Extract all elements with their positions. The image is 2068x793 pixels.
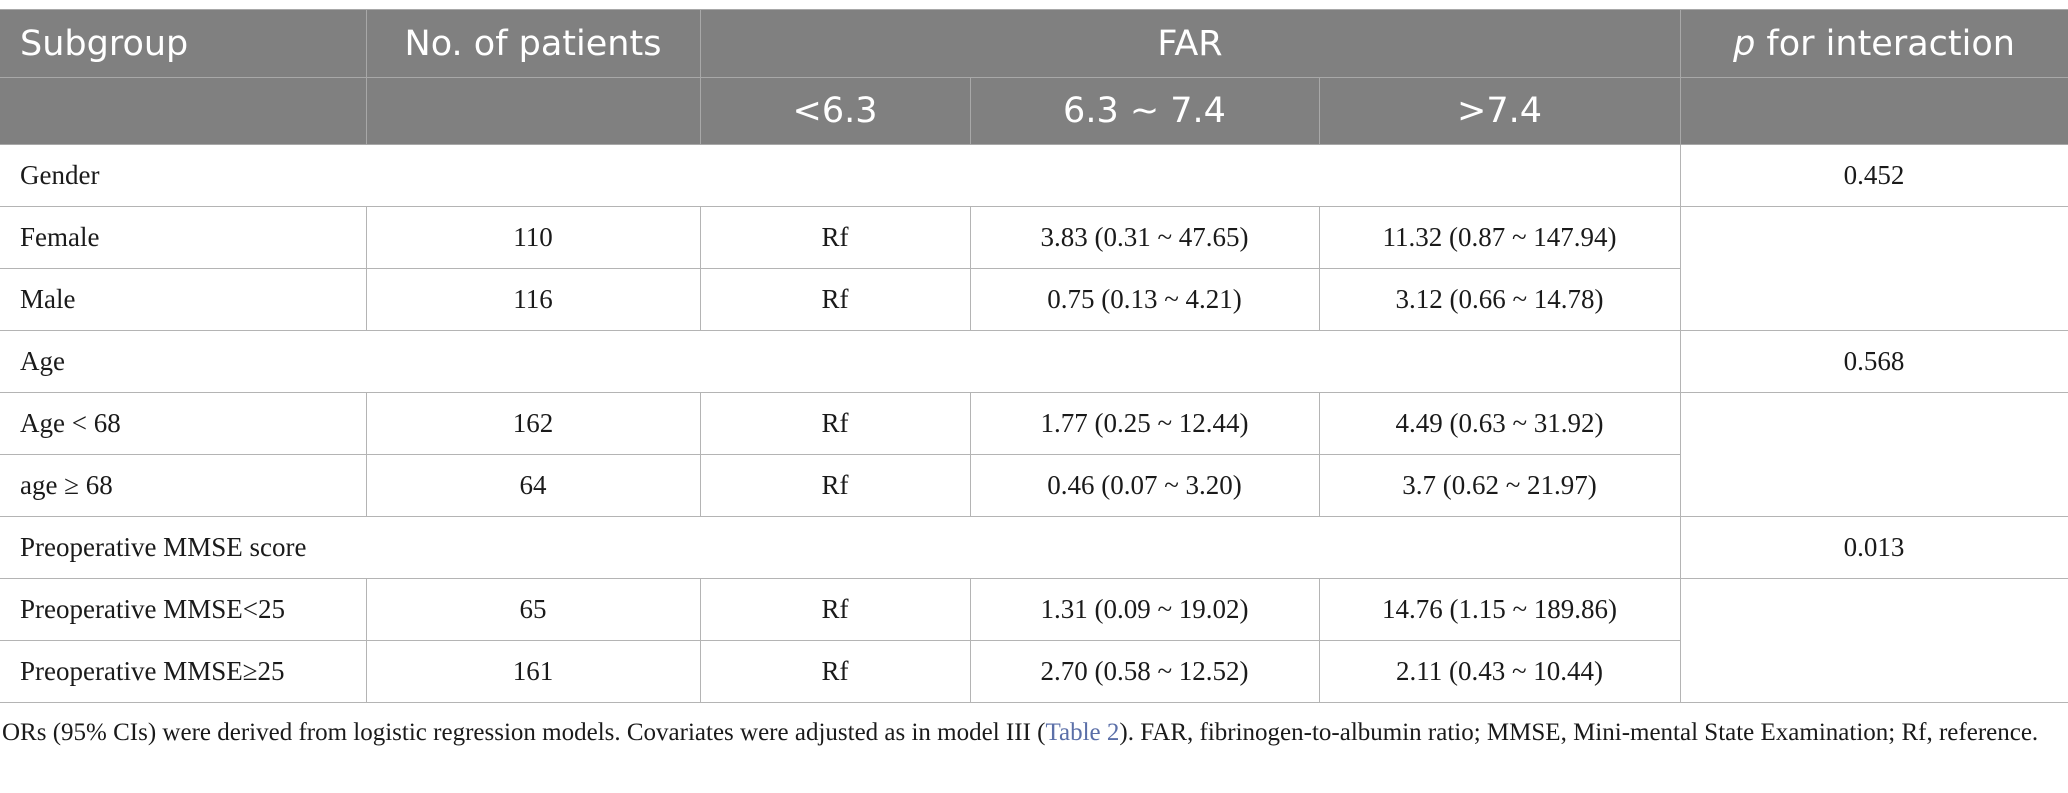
table-2-link[interactable]: Table 2	[1045, 719, 1120, 746]
p-interaction-value: 0.568	[1679, 330, 2068, 393]
subgroup-cell: Preoperative MMSE<25	[0, 578, 367, 641]
far-mid-cell: 1.77 (0.25 ~ 12.44)	[969, 392, 1320, 455]
header-row-2: <6.3 6.3 ~ 7.4 >7.4	[0, 77, 2068, 145]
far-group-high-header: >7.4	[1318, 77, 1681, 145]
col-patients-header: No. of patients	[365, 9, 701, 78]
col-far-header: FAR	[699, 9, 1681, 78]
subgroup-cell: Male	[0, 268, 367, 331]
table-body: Gender 0.452 Female 110 Rf 3.83 (0.31 ~ …	[0, 144, 2068, 703]
table-row: Male 116 Rf 0.75 (0.13 ~ 4.21) 3.12 (0.6…	[0, 268, 2068, 331]
header-empty-cell	[365, 77, 701, 145]
p-interaction-value: 0.452	[1679, 144, 2068, 207]
far-mid-cell: 1.31 (0.09 ~ 19.02)	[969, 578, 1320, 641]
header-empty-cell	[1679, 77, 2068, 145]
table-footnote: ORs (95% CIs) were derived from logistic…	[2, 715, 2062, 750]
patients-cell: 162	[365, 392, 701, 455]
subgroup-cell: Preoperative MMSE≥25	[0, 640, 367, 703]
far-low-cell: Rf	[699, 392, 971, 455]
section-title: Preoperative MMSE score	[0, 516, 1681, 579]
col-subgroup-header: Subgroup	[0, 9, 367, 78]
p-empty-cell	[1679, 206, 2068, 331]
patients-cell: 110	[365, 206, 701, 269]
subgroup-cell: age ≥ 68	[0, 454, 367, 517]
far-group-mid-header: 6.3 ~ 7.4	[969, 77, 1320, 145]
far-mid-cell: 0.46 (0.07 ~ 3.20)	[969, 454, 1320, 517]
far-mid-cell: 3.83 (0.31 ~ 47.65)	[969, 206, 1320, 269]
p-rest-label: for interaction	[1755, 23, 2015, 64]
far-high-cell: 2.11 (0.43 ~ 10.44)	[1318, 640, 1681, 703]
table-row: age ≥ 68 64 Rf 0.46 (0.07 ~ 3.20) 3.7 (0…	[0, 454, 2068, 517]
far-high-cell: 3.12 (0.66 ~ 14.78)	[1318, 268, 1681, 331]
footnote-text-start: ORs (95% CIs) were derived from logistic…	[2, 719, 1046, 746]
table-row: Female 110 Rf 3.83 (0.31 ~ 47.65) 11.32 …	[0, 206, 2068, 331]
col-p-interaction-header: p for interaction	[1679, 9, 2068, 78]
p-italic-label: p	[1733, 23, 1756, 64]
far-group-low-header: <6.3	[699, 77, 971, 145]
section-title: Gender	[0, 144, 1681, 207]
patients-cell: 64	[365, 454, 701, 517]
section-row-gender: Gender 0.452	[0, 144, 2068, 207]
section-row-mmse: Preoperative MMSE score 0.013	[0, 516, 2068, 579]
far-low-cell: Rf	[699, 206, 971, 269]
table-row: Age < 68 162 Rf 1.77 (0.25 ~ 12.44) 4.49…	[0, 392, 2068, 517]
footnote-text-end: ). FAR, fibrinogen-to-albumin ratio; MMS…	[1119, 719, 2039, 746]
far-mid-cell: 0.75 (0.13 ~ 4.21)	[969, 268, 1320, 331]
header-empty-cell	[0, 77, 367, 145]
far-mid-cell: 2.70 (0.58 ~ 12.52)	[969, 640, 1320, 703]
far-high-cell: 3.7 (0.62 ~ 21.97)	[1318, 454, 1681, 517]
section-title: Age	[0, 330, 1681, 393]
p-interaction-value: 0.013	[1679, 516, 2068, 579]
p-empty-cell	[1679, 578, 2068, 703]
subgroup-cell: Age < 68	[0, 392, 367, 455]
far-high-cell: 11.32 (0.87 ~ 147.94)	[1318, 206, 1681, 269]
patients-cell: 161	[365, 640, 701, 703]
header-row-1: Subgroup No. of patients FAR p for inter…	[0, 9, 2068, 78]
patients-cell: 116	[365, 268, 701, 331]
p-empty-cell	[1679, 392, 2068, 517]
far-low-cell: Rf	[699, 640, 971, 703]
section-row-age: Age 0.568	[0, 330, 2068, 393]
far-high-cell: 14.76 (1.15 ~ 189.86)	[1318, 578, 1681, 641]
table-row: Preoperative MMSE≥25 161 Rf 2.70 (0.58 ~…	[0, 640, 2068, 703]
table-row: Preoperative MMSE<25 65 Rf 1.31 (0.09 ~ …	[0, 578, 2068, 703]
far-low-cell: Rf	[699, 454, 971, 517]
far-low-cell: Rf	[699, 268, 971, 331]
subgroup-analysis-table: Subgroup No. of patients FAR p for inter…	[0, 9, 2068, 703]
table-header: Subgroup No. of patients FAR p for inter…	[0, 9, 2068, 145]
far-high-cell: 4.49 (0.63 ~ 31.92)	[1318, 392, 1681, 455]
far-low-cell: Rf	[699, 578, 971, 641]
patients-cell: 65	[365, 578, 701, 641]
subgroup-cell: Female	[0, 206, 367, 269]
